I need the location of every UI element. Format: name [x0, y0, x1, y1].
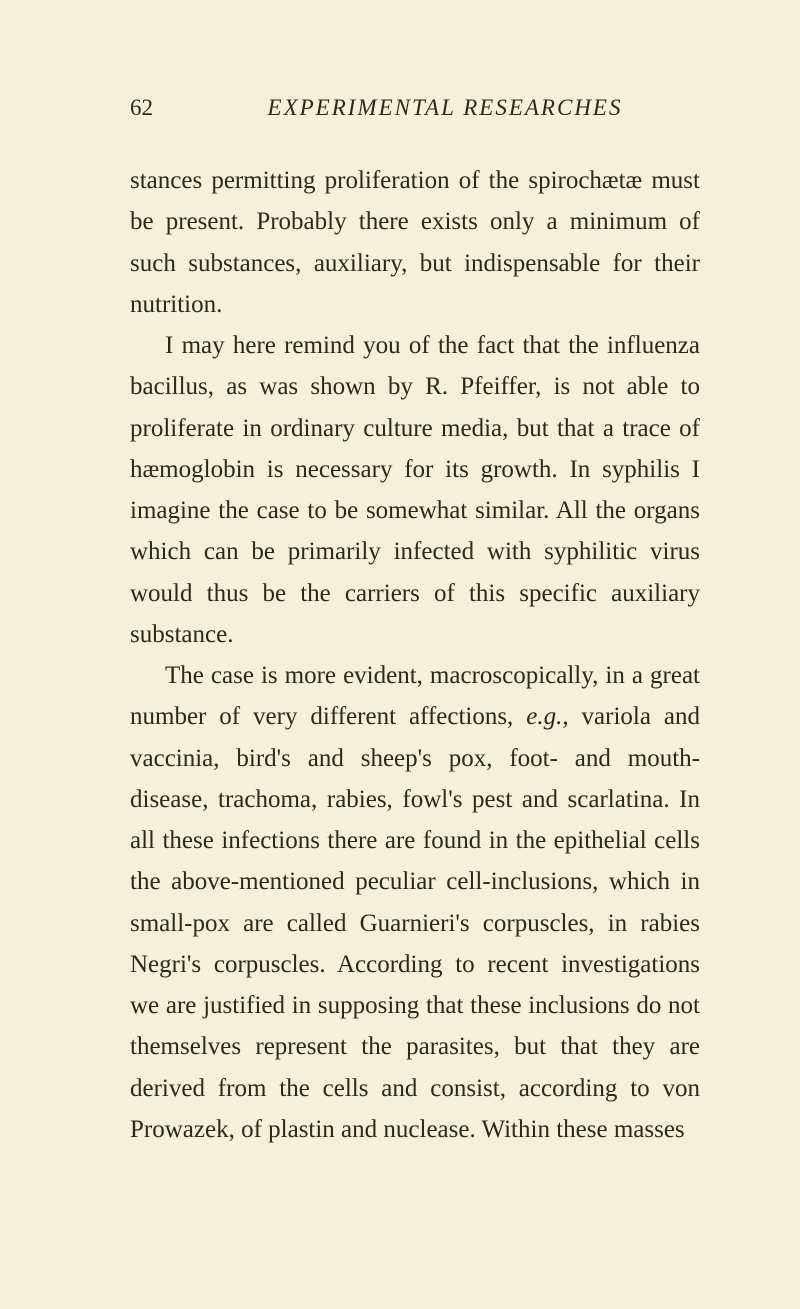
paragraph-1: stances permitting proliferation of the … [130, 160, 700, 325]
paragraph-2: I may here remind you of the fact that t… [130, 325, 700, 655]
page-header: EXPERIMENTAL RESEARCHES [190, 95, 700, 121]
paragraph-3: The case is more evident, macroscopicall… [130, 655, 700, 1150]
body-text: stances permitting proliferation of the … [130, 160, 700, 1150]
paragraph-3-part2: , variola and vaccinia, bird's and sheep… [130, 703, 700, 1143]
page-number: 62 [130, 95, 153, 121]
eg-italic: e.g. [526, 703, 562, 730]
